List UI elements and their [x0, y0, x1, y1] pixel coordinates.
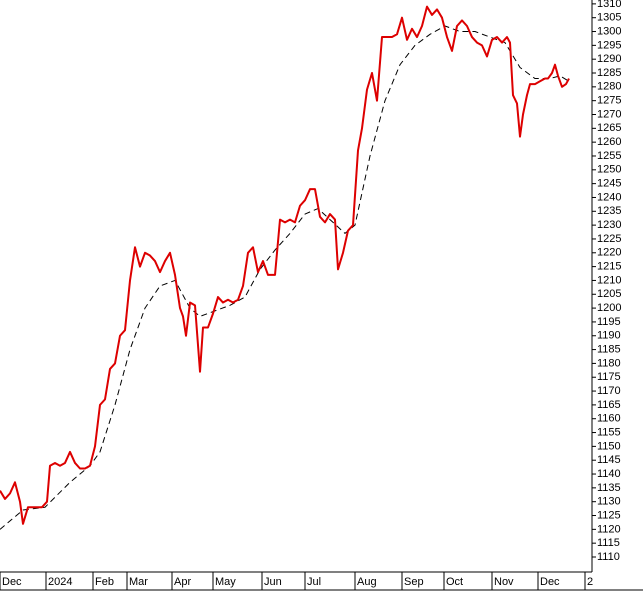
y-tick-label: 1270 [597, 108, 621, 120]
x-tick-label: Feb [95, 576, 114, 588]
x-tick-label: May [215, 576, 236, 588]
y-tick-label: 1110 [597, 551, 620, 563]
x-tick-label: 2 [587, 576, 593, 588]
y-tick-label: 1205 [597, 288, 621, 300]
y-tick-label: 1245 [597, 178, 621, 190]
y-tick-label: 1310 [597, 0, 621, 10]
y-tick-label: 1180 [597, 357, 621, 369]
y-tick-label: 1175 [597, 371, 621, 383]
y-tick-label: 1235 [597, 205, 621, 217]
y-tick-label: 1295 [597, 39, 621, 51]
x-tick-label: Apr [174, 576, 191, 588]
y-tick-label: 1120 [597, 523, 621, 535]
y-tick-label: 1145 [597, 454, 621, 466]
y-tick-label: 1250 [597, 164, 621, 176]
y-tick-label: 1160 [597, 413, 621, 425]
y-tick-label: 1140 [597, 468, 621, 480]
y-tick-label: 1200 [597, 302, 621, 314]
x-tick-label: Oct [446, 576, 463, 588]
x-tick-label: Dec [2, 576, 22, 588]
price-line [0, 5, 570, 525]
y-tick-label: 1215 [597, 261, 621, 273]
y-tick-label: 1290 [597, 53, 621, 65]
y-tick-label: 1280 [597, 81, 621, 93]
y-tick-label: 1165 [597, 399, 621, 411]
y-tick-label: 1150 [597, 440, 621, 452]
x-tick-label: Sep [404, 576, 424, 588]
y-tick-label: 1130 [597, 496, 621, 508]
y-tick-label: 1190 [597, 330, 621, 342]
y-tick-label: 1285 [597, 67, 621, 79]
y-tick-label: 1230 [597, 219, 621, 231]
y-tick-label: 1240 [597, 191, 621, 203]
x-tick-label: Nov [494, 576, 514, 588]
y-tick-label: 1125 [597, 509, 621, 521]
x-tick-label: Mar [129, 576, 148, 588]
y-tick-label: 1155 [597, 426, 621, 438]
y-tick-label: 1135 [597, 482, 621, 494]
y-tick-label: 1255 [597, 150, 621, 162]
y-tick-label: 1225 [597, 233, 621, 245]
y-tick-label: 1265 [597, 122, 621, 134]
x-tick-label: Jun [264, 576, 282, 588]
x-tick-label: Jul [307, 576, 321, 588]
y-tick-label: 1275 [597, 95, 621, 107]
y-tick-label: 1115 [597, 537, 620, 549]
y-tick-label: 1185 [597, 343, 621, 355]
x-tick-label: Dec [540, 576, 560, 588]
y-tick-label: 1195 [597, 316, 621, 328]
moving-average-line [0, 25, 570, 530]
y-tick-label: 1300 [597, 25, 621, 37]
x-tick-label: 2024 [48, 576, 72, 588]
y-tick-label: 1210 [597, 274, 621, 286]
y-tick-label: 1260 [597, 136, 621, 148]
x-tick-label: Aug [357, 576, 377, 588]
y-tick-label: 1220 [597, 247, 621, 259]
y-tick-label: 1170 [597, 385, 621, 397]
y-tick-label: 1305 [597, 12, 621, 24]
